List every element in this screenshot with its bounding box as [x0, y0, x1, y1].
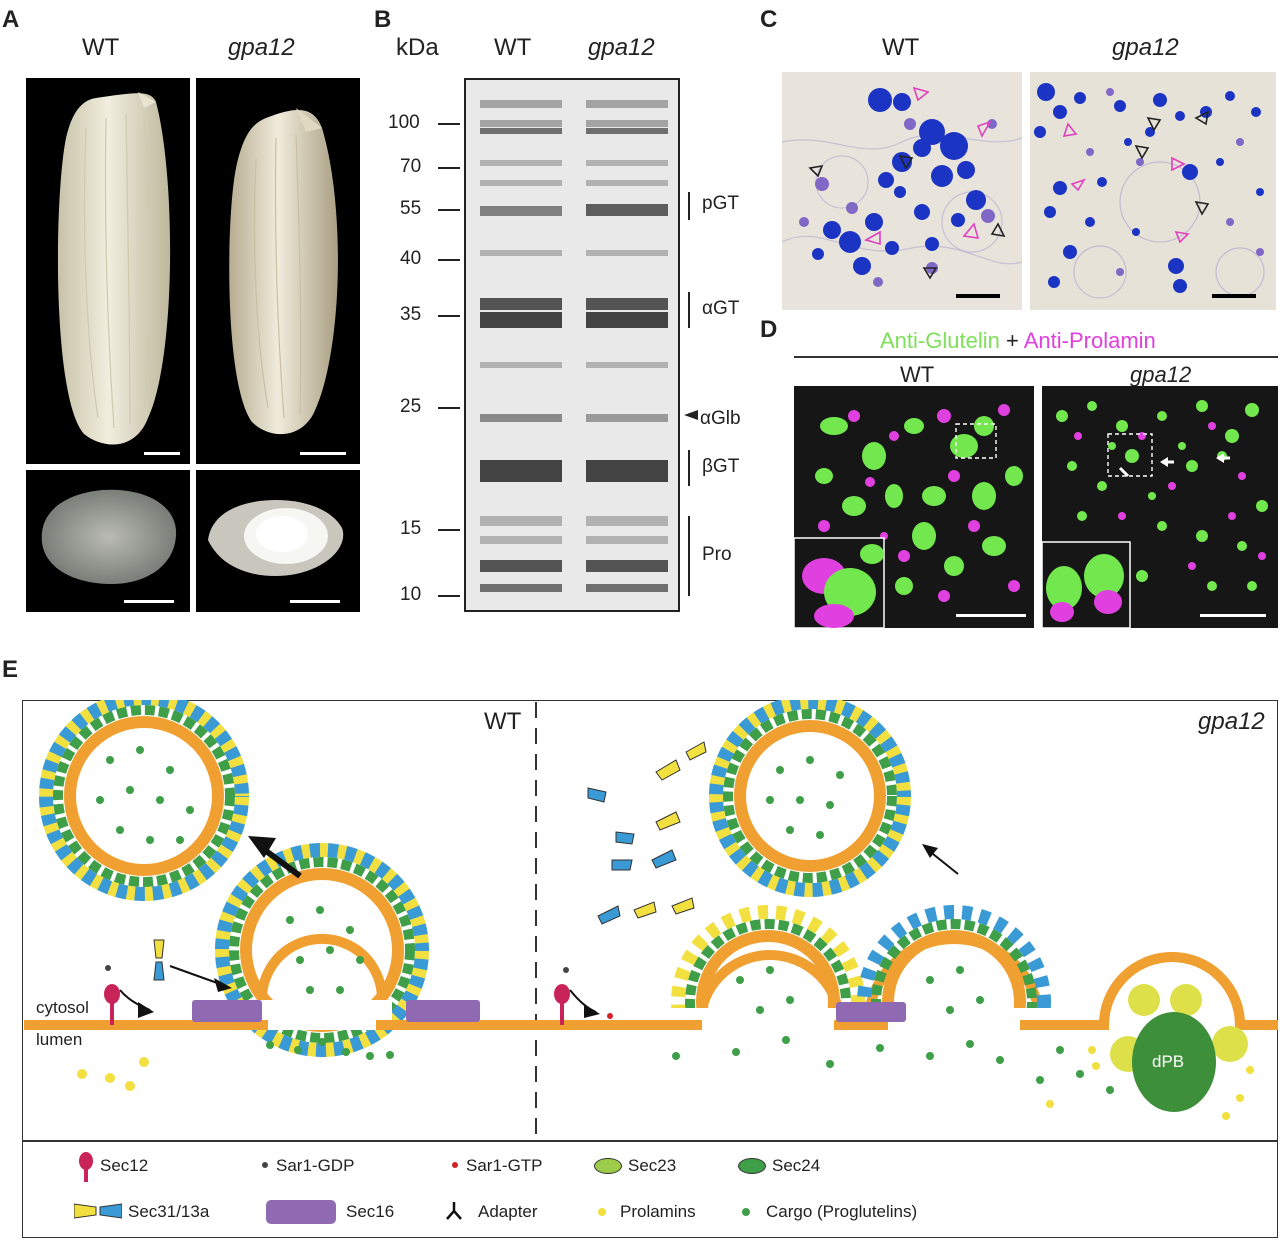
- sds-page-gel: [464, 78, 680, 612]
- panel-label-d: D: [760, 316, 778, 343]
- plus-sign: +: [1005, 328, 1019, 353]
- panel-d-mutant-label: gpa12: [1130, 362, 1192, 387]
- legend-sar1-gdp: Sar1-GDP: [276, 1156, 355, 1175]
- dpb-label: dPB: [1152, 1052, 1185, 1071]
- legend-sec23: Sec23: [628, 1156, 677, 1175]
- legend-sec16: Sec16: [346, 1202, 395, 1221]
- pgt-bracket: [688, 192, 690, 220]
- prolamin-icon: [598, 1208, 606, 1216]
- sar1-gtp-icon: [452, 1162, 458, 1168]
- legend-sec12: Sec12: [100, 1156, 149, 1175]
- lumen-label: lumen: [36, 1030, 83, 1049]
- cargo-icon: [742, 1208, 750, 1216]
- agt-label: αGT: [702, 298, 740, 319]
- pro-label: Pro: [702, 544, 732, 565]
- mw-marker-40: 40: [400, 248, 464, 270]
- wt-grain-cross-section: [26, 470, 190, 612]
- copii-model-diagram: [24, 700, 1278, 1140]
- aglb-label: αGlb: [700, 408, 741, 429]
- mutant-stained-section: [1030, 72, 1276, 310]
- mw-marker-10: 10: [400, 584, 464, 606]
- panel-d-wt-label: WT: [900, 362, 935, 387]
- sec12-icon: [76, 1152, 96, 1182]
- mw-marker-15: 15: [400, 518, 464, 540]
- legend-adapter: Adapter: [478, 1202, 538, 1221]
- wt-immunofluorescence: [794, 386, 1034, 628]
- model-diagram-frame: [22, 700, 1278, 1238]
- cytosol-label: cytosol: [36, 998, 89, 1017]
- pro-bracket: [688, 516, 690, 596]
- pgt-label: pGT: [702, 193, 739, 214]
- bgt-bracket: [688, 450, 690, 486]
- sec24-icon: [738, 1158, 766, 1174]
- panel-d-rule: [794, 356, 1278, 358]
- adapter-icon: [446, 1202, 462, 1220]
- panel-c-mutant-label: gpa12: [1112, 34, 1179, 61]
- panel-label-e: E: [2, 656, 19, 683]
- panel-a-wt-label: WT: [82, 34, 120, 61]
- mw-marker-55: 55: [400, 198, 464, 220]
- panel-b-mutant-label: gpa12: [588, 34, 655, 61]
- anti-prolamin-label: Anti-Prolamin: [1023, 328, 1156, 353]
- mw-marker-35: 35: [400, 304, 464, 326]
- panel-b-unit: kDa: [396, 34, 439, 61]
- legend-prolamins: Prolamins: [620, 1202, 696, 1221]
- mutant-immunofluorescence: [1042, 386, 1278, 628]
- panel-label-b: B: [374, 6, 392, 33]
- dpb-body: [1110, 984, 1248, 1112]
- wt-stained-section: [782, 72, 1022, 310]
- mutant-free-vesicle: [709, 700, 911, 897]
- panel-d-stain-legend: Anti-Glutelin + Anti-Prolamin: [880, 328, 1156, 354]
- legend-sar1-gtp: Sar1-GTP: [466, 1156, 543, 1175]
- panel-label-c: C: [760, 6, 778, 33]
- sec23-icon: [594, 1158, 622, 1174]
- sar1-gdp-icon: [262, 1162, 268, 1168]
- sec31-13a-icon: [73, 1202, 123, 1220]
- panel-label-a: A: [2, 6, 20, 33]
- panel-a-mutant-label: gpa12: [228, 34, 295, 61]
- sec16-icon: [266, 1200, 336, 1224]
- mw-marker-70: 70: [400, 156, 464, 178]
- panel-c-wt-label: WT: [882, 34, 920, 61]
- wt-grain-photo: [26, 78, 190, 464]
- agt-bracket: [688, 292, 690, 328]
- legend-divider: [22, 1140, 1278, 1142]
- panel-e-mutant-label: gpa12: [1198, 708, 1265, 735]
- anti-glutelin-label: Anti-Glutelin: [880, 328, 1000, 353]
- wt-free-vesicle: [39, 700, 249, 901]
- mutant-grain-cross-section: [196, 470, 360, 612]
- panel-e-wt-label: WT: [484, 708, 522, 735]
- bgt-label: βGT: [702, 456, 740, 477]
- aglb-arrowhead: [684, 410, 698, 420]
- mw-marker-100: 100: [388, 112, 464, 134]
- panel-b-wt-label: WT: [494, 34, 532, 61]
- legend-sec24: Sec24: [772, 1156, 821, 1175]
- mw-marker-25: 25: [400, 396, 464, 418]
- mutant-grain-photo: [196, 78, 360, 464]
- legend-sec31-13a: Sec31/13a: [128, 1202, 210, 1221]
- legend-cargo: Cargo (Proglutelins): [766, 1202, 918, 1221]
